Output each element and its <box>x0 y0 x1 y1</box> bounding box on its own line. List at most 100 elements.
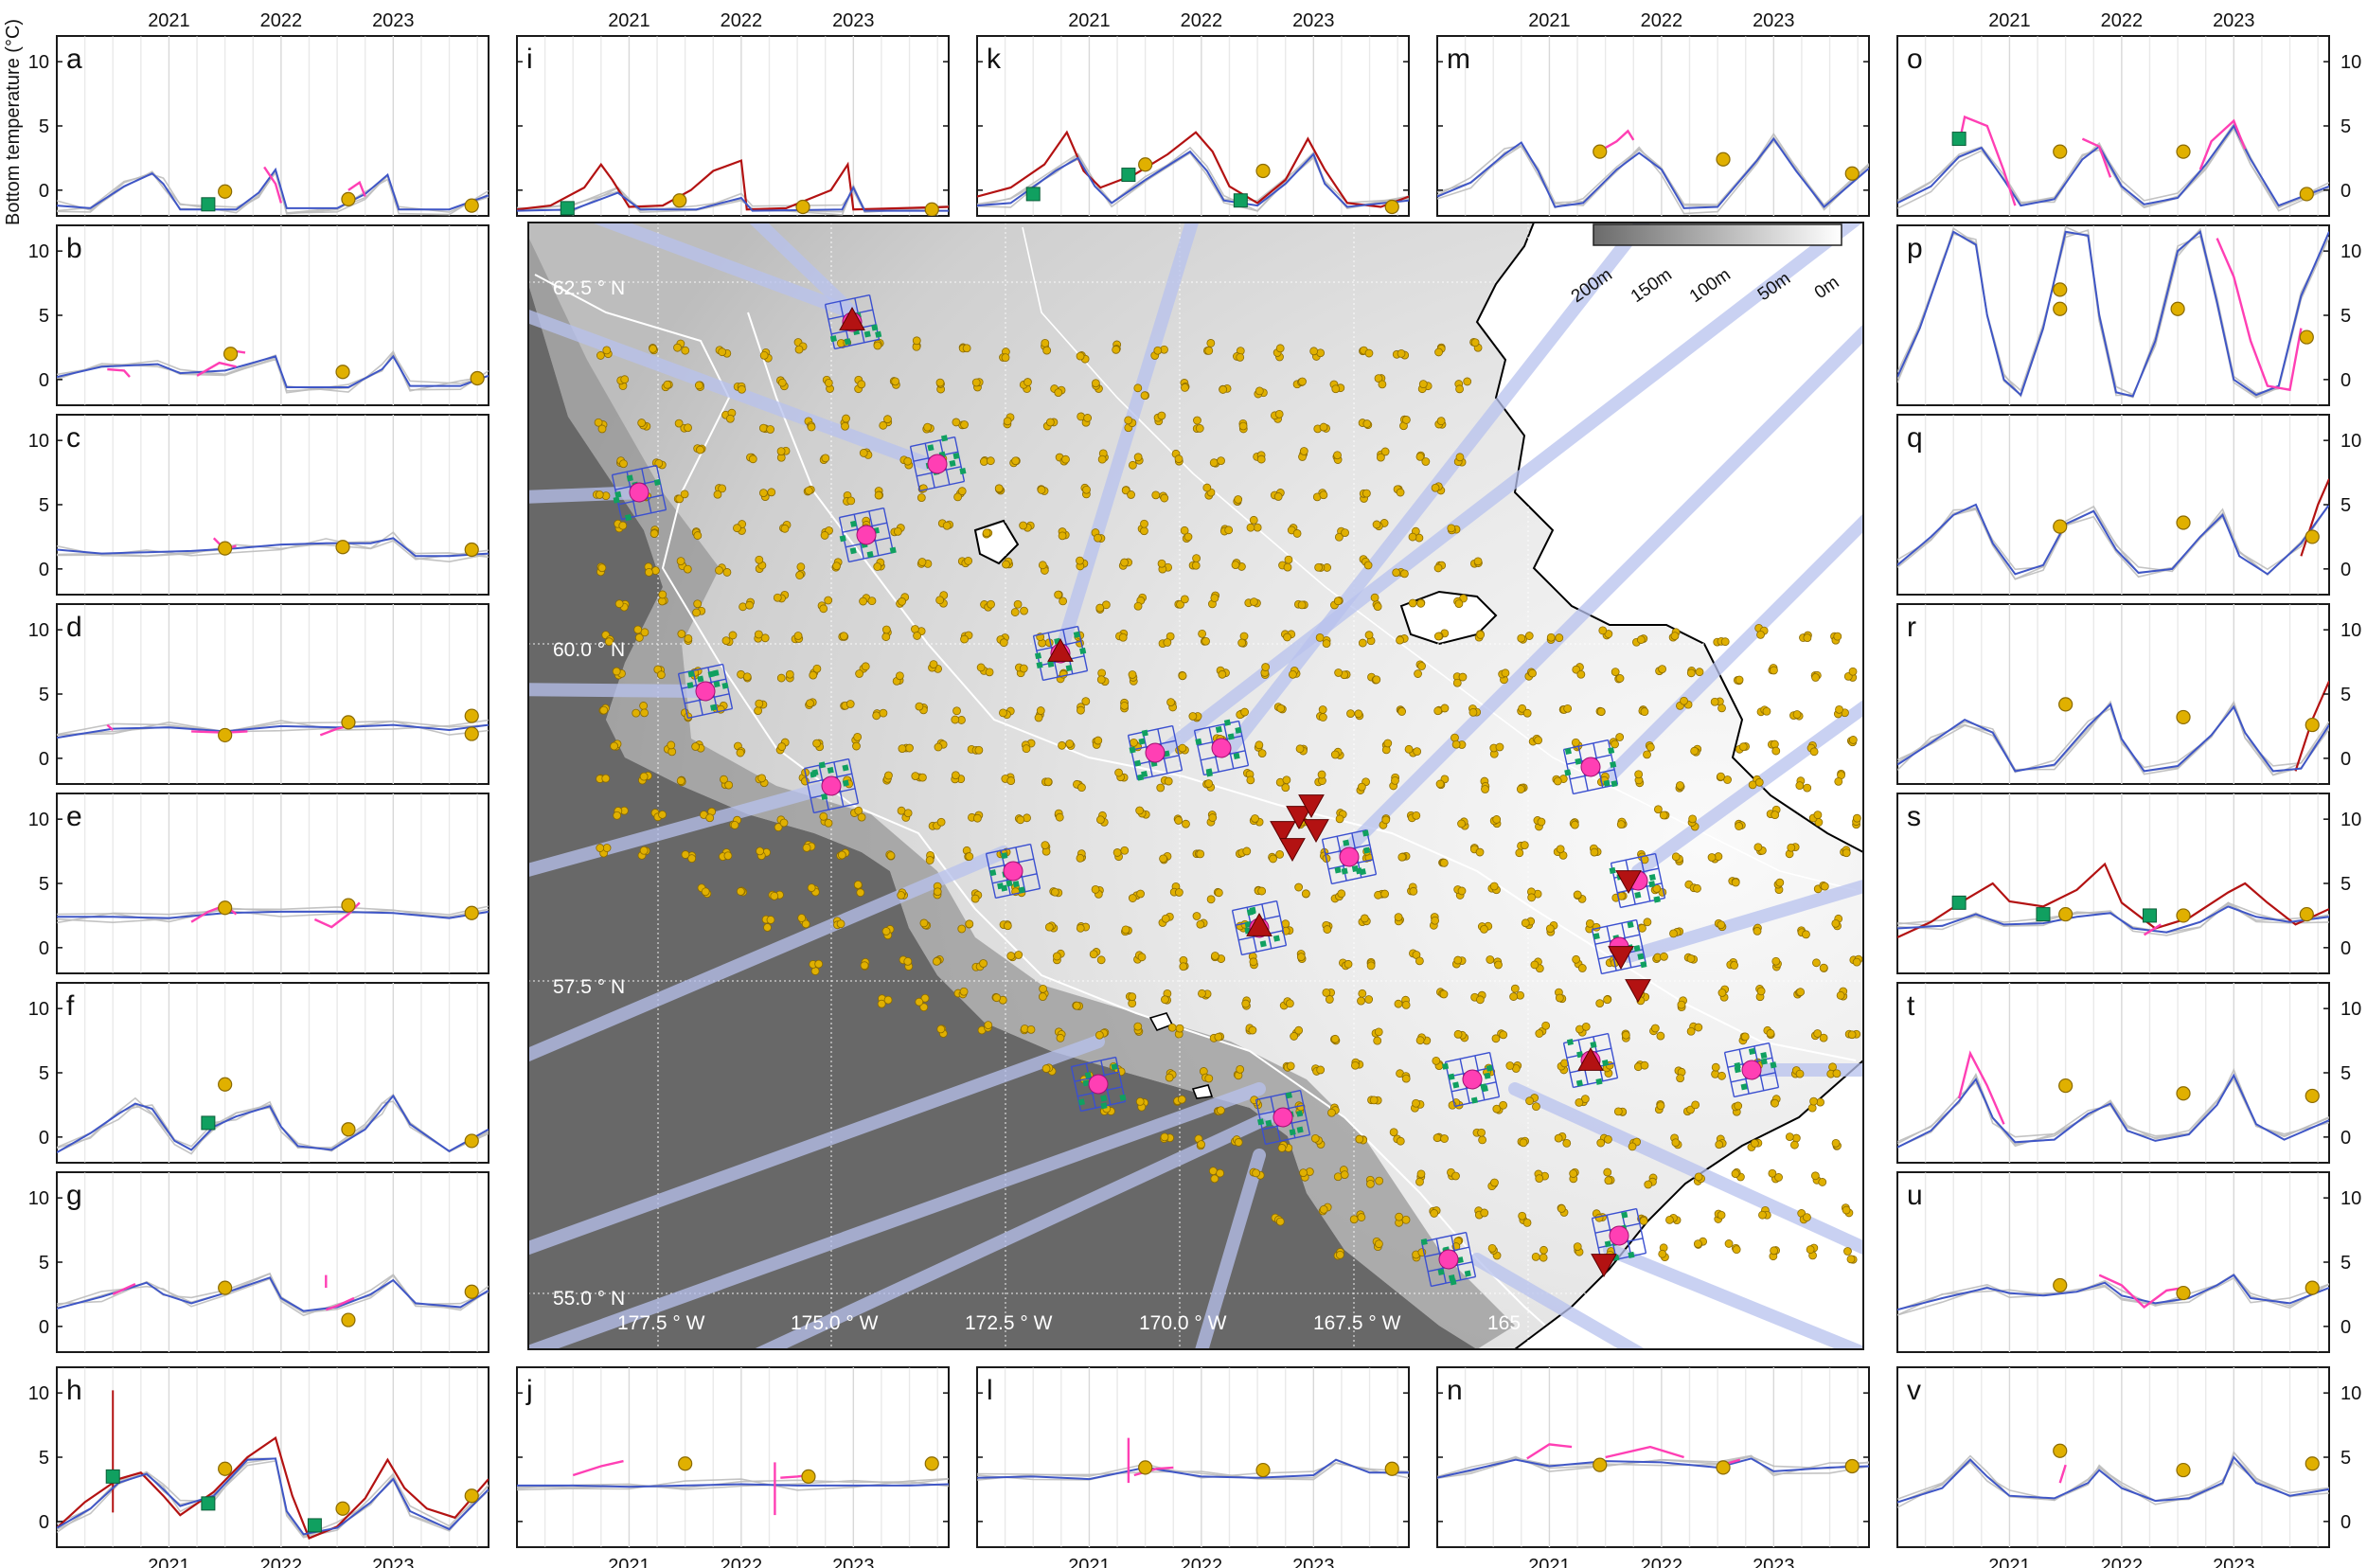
survey-station <box>893 526 902 536</box>
x-tick-label: 2023 <box>832 1556 875 1568</box>
survey-station <box>1037 486 1046 494</box>
mooring-sample <box>1195 738 1202 745</box>
grid-line <box>839 507 884 519</box>
survey-point <box>2305 1280 2320 1295</box>
survey-station <box>1803 783 1812 793</box>
survey-station <box>898 744 907 754</box>
survey-station <box>1277 1144 1287 1152</box>
panel-grid <box>1924 983 2319 1163</box>
mooring-sample <box>849 547 857 555</box>
survey-station <box>965 852 974 861</box>
survey-station <box>1002 560 1010 569</box>
survey-station <box>1580 1095 1590 1104</box>
mooring-sample <box>889 546 897 554</box>
survey-station <box>1510 984 1520 993</box>
alaska-coast <box>1475 223 1863 854</box>
y-tick-label: 5 <box>39 306 49 327</box>
survey-station <box>1157 559 1166 568</box>
survey-station <box>1174 816 1184 825</box>
survey-station <box>1180 595 1189 604</box>
observation-segment <box>1605 129 1635 150</box>
survey-station <box>1201 636 1210 646</box>
survey-station <box>1358 989 1367 998</box>
connector-h <box>528 1082 1266 1349</box>
survey-station <box>1492 1104 1502 1114</box>
survey-station <box>856 888 865 898</box>
grid-line <box>1723 1052 1735 1097</box>
mooring-triangle <box>1615 870 1642 895</box>
survey-station <box>1309 347 1319 356</box>
survey-station <box>1295 744 1305 754</box>
panel-letter-d: d <box>66 612 82 643</box>
survey-station <box>656 670 666 680</box>
survey-station <box>1835 704 1843 714</box>
survey-point <box>2053 282 2068 297</box>
survey-station <box>1082 485 1091 494</box>
grid-line <box>1042 669 1088 682</box>
survey-station <box>1333 597 1343 606</box>
survey-station <box>776 447 786 456</box>
survey-station <box>1140 519 1148 528</box>
mooring-triangle <box>1577 1046 1604 1071</box>
survey-station <box>879 420 888 430</box>
survey-point <box>218 1280 233 1295</box>
survey-station <box>1603 995 1612 1005</box>
survey-station <box>936 1025 946 1034</box>
survey-station <box>728 631 738 640</box>
survey-station <box>1241 999 1251 1008</box>
survey-point <box>2305 529 2320 544</box>
survey-station <box>1315 633 1325 642</box>
survey-point <box>1593 1457 1608 1472</box>
mooring-sample <box>1648 874 1656 882</box>
mooring-sample <box>1334 866 1342 874</box>
survey-station <box>780 524 790 533</box>
connector-b <box>528 309 934 471</box>
slope-band <box>528 237 1515 1349</box>
survey-point <box>2299 330 2314 345</box>
survey-station <box>1041 339 1050 347</box>
survey-station <box>1499 1030 1508 1040</box>
mooring-sample <box>827 766 834 775</box>
mooring-sample <box>1608 747 1615 755</box>
survey-station <box>1450 733 1459 742</box>
x-tick-label: 2023 <box>1292 10 1335 31</box>
survey-station <box>1731 878 1740 887</box>
survey-station <box>1054 388 1063 398</box>
survey-station <box>1492 815 1502 824</box>
survey-station <box>837 850 846 860</box>
survey-station <box>1195 424 1204 433</box>
panel-frame <box>1896 35 2330 217</box>
survey-station <box>960 420 969 429</box>
survey-point <box>470 370 485 386</box>
survey-station <box>1711 1062 1720 1072</box>
survey-point <box>341 898 356 913</box>
survey-station <box>1643 918 1652 927</box>
mooring-sample <box>1470 1096 1479 1104</box>
survey-station <box>917 493 926 503</box>
mooring-sample <box>1442 1062 1450 1070</box>
survey-station <box>1297 600 1307 610</box>
survey-point <box>464 1133 479 1149</box>
y-tick-label: 5 <box>39 116 49 137</box>
survey-station <box>1076 556 1084 565</box>
panel-letter-m: m <box>1447 44 1470 75</box>
ensemble-line <box>1897 1276 2329 1311</box>
survey-station <box>1527 893 1537 902</box>
survey-station <box>1043 777 1053 787</box>
y-tick-label: 0 <box>39 560 49 580</box>
mooring-sample <box>1609 866 1616 874</box>
survey-station <box>1417 662 1426 670</box>
panel-letter-g: g <box>66 1180 82 1211</box>
x-tick-label: 2023 <box>832 10 875 31</box>
survey-point <box>2305 1088 2320 1104</box>
survey-station <box>1006 776 1016 785</box>
panel-grid <box>83 983 478 1163</box>
mooring-sample <box>710 704 718 711</box>
mooring-sample <box>1141 729 1148 737</box>
survey-station <box>919 1003 929 1012</box>
model-series-line <box>517 1483 949 1488</box>
survey-station <box>1299 1168 1308 1178</box>
panel-l: l 2021 2022 2023 <box>976 1366 1410 1568</box>
survey-station <box>832 561 841 571</box>
observation-segment <box>263 166 283 204</box>
